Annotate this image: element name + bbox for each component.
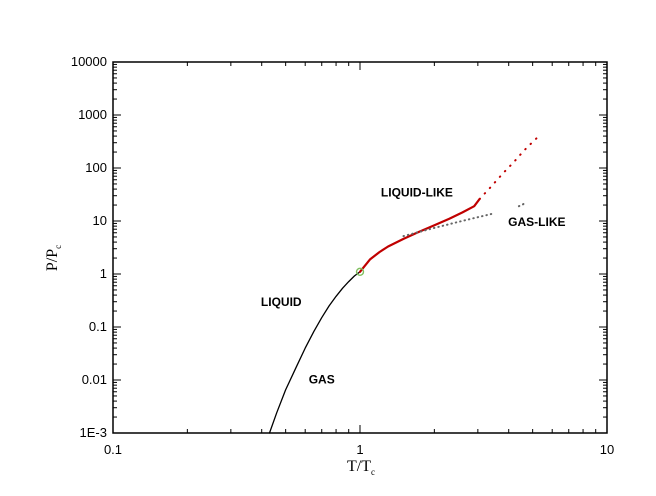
x-axis-title-sub: c — [371, 467, 375, 477]
series-line-4 — [517, 201, 527, 208]
y-tick-label: 1E-3 — [80, 425, 107, 440]
series-line-3 — [402, 212, 496, 238]
y-axis-title: P/Pc — [44, 245, 63, 271]
tick-layer — [112, 61, 608, 434]
series-line-1 — [358, 197, 481, 273]
y-tick-label: 0.01 — [82, 372, 107, 387]
region-label: LIQUID — [261, 295, 302, 309]
y-axis-title-sub: c — [53, 245, 63, 249]
plot-frame — [112, 61, 608, 434]
text-layer: 0.1 1 10 1E-3 0.01 0.1 1 10 100 1000 10000 LIQUID GA… — [71, 54, 614, 457]
series-line-0 — [268, 271, 361, 434]
y-tick-label: 100 — [85, 160, 107, 175]
y-tick-label: 0.1 — [89, 319, 107, 334]
x-tick-label: 10 — [600, 442, 614, 457]
x-tick-label: 0.1 — [104, 442, 122, 457]
y-tick-label: 10 — [93, 213, 107, 228]
region-label: GAS — [309, 373, 335, 387]
series-line-2 — [478, 135, 540, 200]
x-axis-title: T/Tc — [347, 458, 375, 477]
region-label: LIQUID-LIKE — [381, 185, 453, 199]
x-axis-title-main: T/T — [347, 458, 371, 475]
y-axis-title-main: P/P — [44, 249, 61, 271]
y-tick-label: 1000 — [78, 107, 107, 122]
x-tick-label: 1 — [356, 442, 363, 457]
critical-point-marker — [355, 267, 365, 277]
region-label: GAS-LIKE — [508, 215, 565, 229]
y-tick-label: 10000 — [71, 54, 107, 69]
series-layer — [268, 135, 540, 434]
y-tick-label: 1 — [100, 266, 107, 281]
